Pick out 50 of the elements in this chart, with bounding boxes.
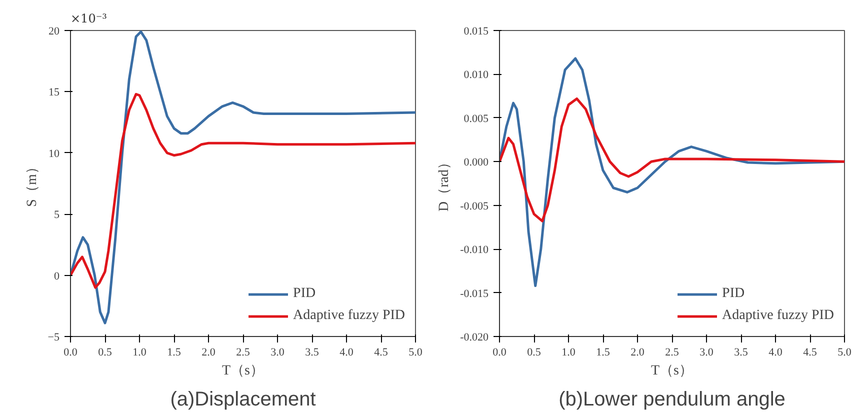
x-tick-label: 4.5 (374, 346, 388, 358)
x-tick-label: 1.5 (167, 346, 182, 358)
legend-label: Adaptive fuzzy PID (722, 308, 834, 324)
legend-label: PID (293, 286, 316, 302)
text: ×10⁻³ (70, 12, 108, 26)
x-axis-title: T（s） (222, 364, 264, 378)
y-tick-label: 0.015 (464, 26, 489, 38)
line-series (70, 30, 416, 324)
x-tick-label: 4.0 (340, 346, 354, 358)
line-series (70, 92, 416, 289)
x-tick-label: 2.5 (665, 346, 680, 358)
y-tick-label: 0.000 (464, 156, 489, 169)
y-tick-label: 0 (54, 270, 60, 282)
text: (a)Displacement (170, 388, 316, 410)
y-tick-label: 10 (48, 148, 60, 160)
y-tick-label: -0.005 (460, 200, 489, 212)
y-tick-label: 15 (48, 86, 60, 99)
x-tick-label: 1.0 (562, 346, 576, 358)
legend-label: PID (722, 286, 745, 302)
y-axis-title: D（rad） (437, 155, 452, 212)
y-tick-label: 5 (54, 209, 60, 222)
x-tick-label: 1.5 (596, 346, 610, 358)
y-tick-label: 0.005 (464, 112, 489, 125)
x-tick-label: 0.0 (492, 346, 507, 358)
y-tick-label: -0.015 (460, 288, 489, 300)
x-axis-title: T（s） (651, 364, 693, 378)
x-tick-label: 4.5 (803, 346, 818, 358)
x-tick-label: 3.5 (734, 346, 748, 358)
y-tick-label: −5 (48, 332, 60, 344)
legend-label: Adaptive fuzzy PID (293, 308, 405, 324)
line-series (500, 97, 844, 222)
x-tick-label: 0.5 (98, 346, 112, 358)
x-tick-label: 3.5 (305, 346, 320, 358)
x-tick-label: 2.0 (630, 346, 645, 358)
x-tick-label: 2.5 (236, 346, 250, 358)
y-axis-title: S（m） (24, 160, 40, 207)
x-tick-label: 2.0 (202, 346, 216, 358)
x-tick-label: 3.0 (700, 346, 714, 358)
x-tick-label: 4.0 (768, 346, 783, 358)
x-tick-label: 1.0 (132, 346, 147, 358)
x-tick-label: 0.5 (527, 346, 542, 358)
text: (b)Lower pendulum angle (558, 388, 786, 410)
x-tick-label: 0.0 (64, 346, 78, 358)
y-tick-label: 20 (48, 26, 60, 38)
x-tick-label: 5.0 (408, 346, 423, 358)
y-tick-label: -0.010 (460, 244, 489, 256)
x-tick-label: 3.0 (270, 346, 285, 358)
x-tick-label: 5.0 (838, 346, 852, 358)
y-tick-label: -0.020 (460, 332, 489, 344)
y-tick-label: 0.010 (464, 69, 489, 82)
